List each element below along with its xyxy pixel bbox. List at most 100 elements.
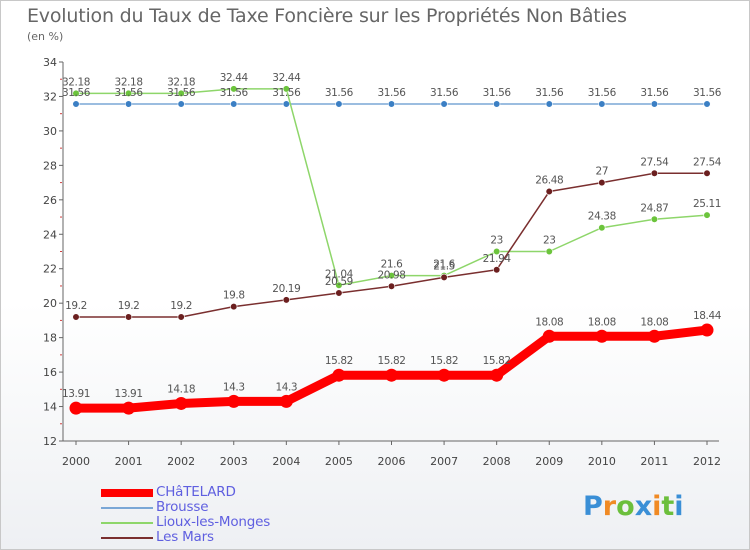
data-point: [437, 368, 451, 382]
data-label: 13.91: [115, 388, 143, 400]
legend-item: Brousse: [101, 500, 270, 515]
data-point: [703, 100, 711, 108]
data-label: 31.56: [430, 87, 459, 99]
data-label: 18.08: [535, 316, 563, 328]
data-point: [490, 368, 504, 382]
data-point: [72, 313, 80, 321]
data-label: 31.56: [272, 87, 301, 99]
data-point: [647, 329, 661, 343]
y-tick-label: 26: [43, 194, 57, 207]
data-label: 31.56: [483, 87, 512, 99]
data-point: [598, 178, 606, 187]
data-label: 32.44: [220, 72, 249, 84]
data-label: 18.08: [588, 316, 616, 328]
data-point: [282, 85, 290, 93]
data-label: 31.56: [62, 87, 91, 99]
x-tick-label: 2008: [483, 455, 511, 468]
legend-label: Les Mars: [156, 529, 214, 545]
data-label: 21.04: [325, 268, 354, 280]
data-label: 24.38: [588, 211, 616, 223]
data-point: [650, 215, 659, 223]
data-point: [545, 100, 553, 108]
chart-title: Evolution du Taux de Taxe Foncière sur l…: [27, 5, 627, 27]
data-point: [595, 329, 609, 343]
data-point: [650, 100, 659, 108]
logo-letter: r: [602, 491, 617, 522]
legend-swatch: [101, 521, 153, 524]
x-tick-label: 2007: [430, 455, 458, 468]
logo-letter: o: [616, 491, 635, 522]
axes: 12 14 16 18 20 22 24 26 28 30 32 34 2000 2001 2002 2003…: [43, 56, 721, 468]
data-label: 25.11: [693, 198, 721, 210]
data-label: 20.98: [377, 269, 405, 281]
data-point: [385, 368, 398, 382]
data-label: 31.56: [220, 87, 249, 99]
y-tick-label: 30: [43, 125, 57, 138]
legend-label: Brousse: [156, 499, 209, 515]
data-point: [387, 272, 396, 280]
y-tick-label: 20: [43, 297, 57, 310]
x-tick-label: 2002: [167, 455, 195, 468]
data-point: [545, 247, 553, 256]
legend-label: CHâTELARD: [156, 484, 236, 500]
x-tick-label: 2012: [693, 455, 721, 468]
data-label: 15.82: [377, 355, 405, 367]
data-point: [177, 100, 185, 108]
data-labels-layer: 31.56 31.56 31.56 31.56 31.56 31.56 31.56 31.56…: [62, 72, 722, 400]
data-point: [440, 273, 448, 281]
series-layer: [69, 85, 714, 415]
data-label: 31.56: [640, 87, 669, 99]
data-point: [177, 89, 185, 97]
x-tick-label: 2006: [378, 455, 406, 468]
series-line-les-mars: [75, 172, 708, 318]
data-point: [703, 211, 711, 219]
data-label: 27.54: [693, 156, 722, 168]
data-point: [335, 289, 343, 297]
data-label: 21.5: [433, 260, 455, 272]
data-label: 13.91: [62, 388, 90, 400]
x-tick-label: 2003: [220, 455, 248, 468]
legend-swatch: [101, 488, 153, 497]
data-label: 21.94: [483, 253, 512, 265]
data-label: 23: [490, 235, 503, 247]
y-tick-label: 34: [43, 56, 57, 69]
data-label: 31.56: [325, 87, 354, 99]
data-label: 27.54: [640, 156, 669, 168]
data-label: 32.18: [62, 76, 90, 88]
y-tick-label: 14: [43, 401, 57, 414]
data-label: 15.82: [325, 355, 353, 367]
y-tick-label: 16: [43, 366, 57, 379]
data-point: [230, 303, 238, 311]
data-point: [72, 89, 80, 97]
data-point: [493, 266, 501, 274]
data-label: 18.08: [640, 316, 668, 328]
legend-swatch: [101, 536, 153, 539]
data-label: 19.2: [65, 300, 87, 312]
data-point: [700, 323, 714, 337]
data-point: [177, 313, 185, 321]
x-tick-label: 2009: [535, 455, 563, 468]
logo-letter: t: [661, 491, 675, 522]
data-label: 26.48: [535, 175, 563, 187]
data-point: [598, 100, 606, 108]
legend-item: Lioux-les-Monges: [101, 515, 270, 530]
y-tick-label: 12: [43, 435, 57, 448]
logo-letter: i: [652, 491, 662, 522]
data-point: [124, 89, 133, 97]
series-line-lioux-les-monges: [75, 88, 708, 287]
logo-letter: P: [583, 491, 603, 522]
data-point: [650, 169, 659, 177]
logo-letter: i: [674, 491, 684, 522]
data-label: 21.6: [433, 259, 455, 271]
x-tick-label: 2000: [62, 455, 90, 468]
data-point: [332, 368, 346, 382]
data-label: 14.3: [275, 381, 297, 393]
x-tick-label: 2001: [115, 455, 143, 468]
data-point: [542, 329, 556, 343]
y-tick-label: 22: [43, 263, 57, 276]
data-label: 14.18: [167, 383, 195, 395]
data-label: 14.3: [223, 381, 245, 393]
data-point: [72, 100, 80, 108]
